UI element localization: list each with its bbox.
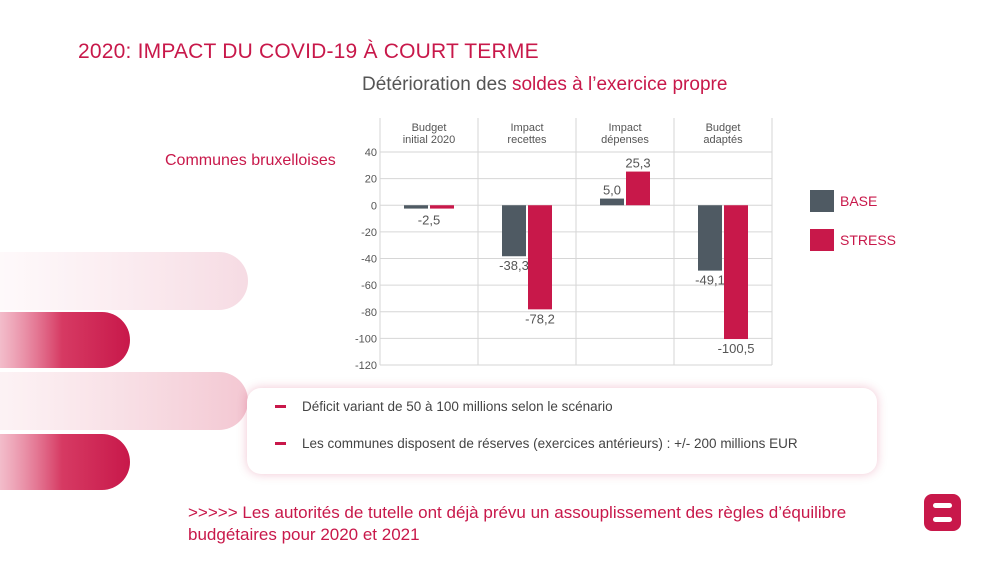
- legend-label-stress: STRESS: [840, 232, 897, 248]
- x-category-label: recettes: [507, 134, 547, 146]
- x-category-label: Impact: [608, 122, 641, 134]
- data-label: -100,5: [718, 341, 755, 356]
- notes-box: Déficit variant de 50 à 100 millions sel…: [247, 388, 877, 474]
- bar-stress: [528, 205, 552, 310]
- deco-band-3: [0, 372, 248, 430]
- data-label: 25,3: [625, 156, 650, 171]
- bar-stress: [626, 171, 650, 206]
- y-tick-label: 0: [371, 200, 377, 212]
- data-label: 5,0: [603, 183, 621, 198]
- bar-base: [698, 205, 722, 271]
- note-item: Déficit variant de 50 à 100 millions sel…: [275, 399, 613, 414]
- conclusion-text: >>>>> Les autorités de tutelle ont déjà …: [188, 503, 847, 544]
- note-item: Les communes disposent de réserves (exer…: [275, 436, 798, 451]
- bullet-dash-icon: [275, 442, 286, 445]
- subtitle-accent: soldes à l’exercice propre: [511, 74, 728, 95]
- legend-item-stress: STRESS: [810, 229, 896, 251]
- bar-stress: [724, 205, 748, 340]
- bar-base: [502, 205, 526, 257]
- note-text: Déficit variant de 50 à 100 millions sel…: [302, 399, 613, 414]
- y-tick-label: -80: [361, 307, 377, 319]
- brand-logo-icon: [924, 494, 961, 531]
- y-tick-label: -40: [361, 254, 377, 266]
- legend-swatch-base: [810, 190, 834, 212]
- deco-band-1: [0, 252, 248, 310]
- deco-band-2: [0, 312, 130, 368]
- y-tick-label: 20: [365, 174, 377, 186]
- x-category-label: Budget: [412, 122, 447, 134]
- y-tick-label: -120: [355, 360, 377, 372]
- x-category-label: Impact: [510, 122, 543, 134]
- row-label: Communes bruxelloises: [165, 152, 336, 169]
- x-category-label: initial 2020: [403, 134, 456, 146]
- y-tick-label: -100: [355, 333, 377, 345]
- x-category-label: adaptés: [703, 134, 743, 146]
- note-text: Les communes disposent de réserves (exer…: [302, 436, 798, 451]
- data-label: -2,5: [418, 212, 440, 227]
- x-category-label: Budget: [706, 122, 741, 134]
- data-label: -49,1: [695, 273, 725, 288]
- bar-base: [404, 205, 428, 209]
- subtitle-prefix: Détérioration des: [362, 74, 512, 95]
- data-label: -38,3: [499, 258, 529, 273]
- legend-label-base: BASE: [840, 193, 878, 209]
- deco-band-4: [0, 434, 130, 490]
- y-tick-label: -60: [361, 280, 377, 292]
- page-title: 2020: IMPACT DU COVID-19 À COURT TERME: [78, 40, 539, 63]
- bar-stress: [430, 205, 454, 209]
- y-tick-label: -20: [361, 227, 377, 239]
- data-label: -78,2: [525, 311, 555, 326]
- y-tick-label: 40: [365, 147, 377, 159]
- chart-subtitle: Détérioration des soldes à l’exercice pr…: [362, 74, 727, 96]
- bar-base: [600, 198, 624, 206]
- x-category-label: dépenses: [601, 134, 649, 146]
- bullet-dash-icon: [275, 405, 286, 408]
- legend-swatch-stress: [810, 229, 834, 251]
- legend-item-base: BASE: [810, 190, 877, 212]
